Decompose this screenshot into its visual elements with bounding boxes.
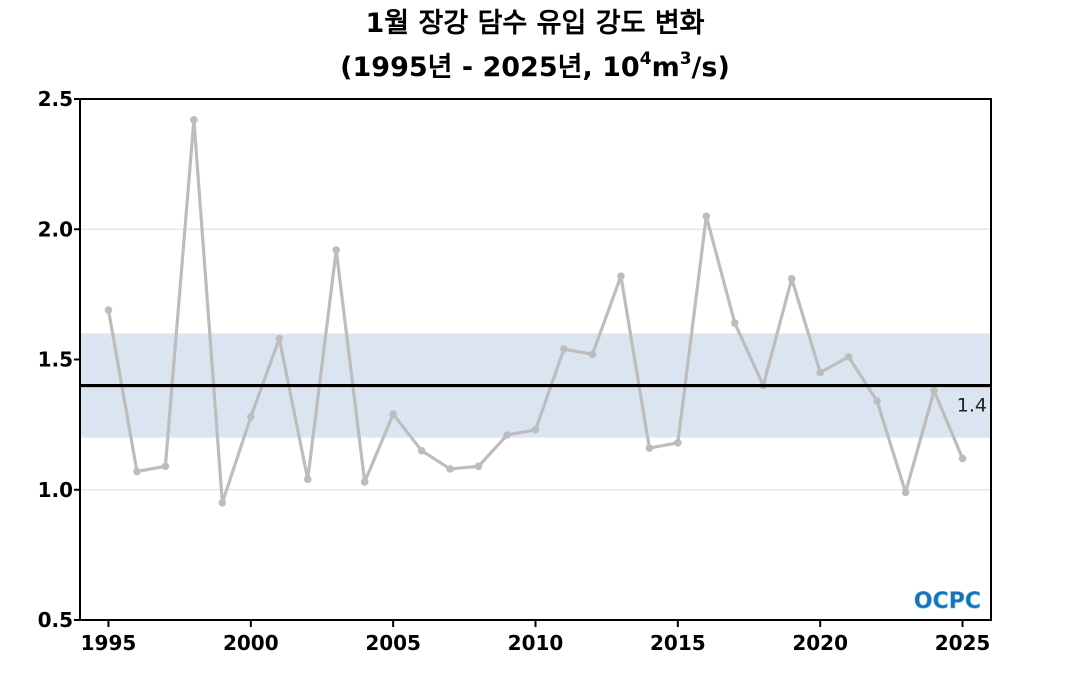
x-tick-label: 2000 [223, 631, 279, 655]
data-point [674, 439, 682, 447]
mean-label: 1.4 [957, 395, 987, 417]
x-tick-label: 2010 [508, 631, 564, 655]
data-point [332, 246, 341, 254]
x-tick-label: 2005 [365, 631, 421, 655]
data-point [247, 413, 255, 421]
data-point [787, 274, 796, 283]
x-tick-label: 2020 [792, 631, 848, 655]
ocpc-logo: OCPC [914, 589, 981, 614]
data-point [901, 488, 910, 497]
chart-title: 1월 장강 담수 유입 강도 변화 [365, 8, 704, 39]
y-tick-label: 2.0 [38, 217, 73, 241]
data-point [730, 319, 739, 327]
data-point [588, 350, 597, 359]
data-point [161, 462, 170, 471]
data-point [474, 462, 483, 471]
x-tick-label: 2015 [650, 631, 706, 655]
data-point [531, 426, 540, 434]
data-point [873, 397, 881, 405]
data-point [503, 431, 511, 439]
chart-subtitle: (1995년 - 2025년, 104m3/s) [340, 49, 730, 83]
data-point [816, 368, 824, 377]
series-line [106, 118, 965, 505]
plot-area: 1.4 0.5 1.0 1.5 2.0 2.5 1995 2000 2005 2010 2015 20… [38, 87, 992, 655]
y-tick-label: 1.0 [38, 478, 73, 502]
data-point [702, 212, 711, 221]
y-tick-label: 1.5 [38, 348, 73, 372]
y-tick-label: 0.5 [38, 608, 73, 632]
x-tick-label: 2025 [935, 631, 991, 655]
data-point [645, 444, 654, 452]
data-point [190, 116, 198, 124]
data-point [617, 272, 625, 280]
data-point [303, 475, 312, 484]
data-point [930, 386, 938, 395]
data-point [275, 334, 284, 343]
data-point [389, 410, 397, 419]
data-point [133, 467, 141, 476]
x-tick-label: 1995 [81, 631, 137, 655]
data-point [104, 306, 113, 314]
data-point [417, 446, 426, 455]
data-point [360, 478, 369, 486]
data-point [844, 353, 853, 361]
y-tick-label: 2.5 [38, 87, 73, 111]
data-point [218, 498, 227, 507]
data-point [958, 454, 967, 463]
data-point [560, 345, 568, 353]
data-point [446, 465, 454, 473]
